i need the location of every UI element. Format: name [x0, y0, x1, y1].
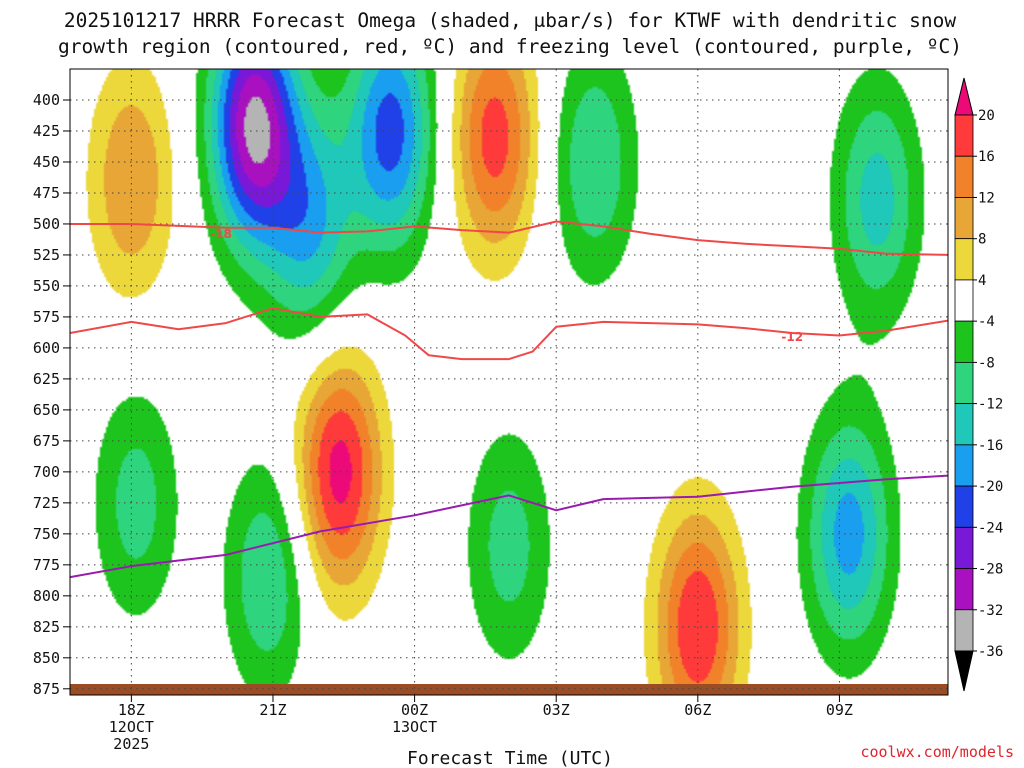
colorbar-band: [954, 609, 974, 652]
colorbar-band: [954, 279, 974, 322]
colorbar-label: -36: [978, 644, 1003, 660]
x-tick-label: 03Z: [543, 701, 570, 719]
colorbar-label: -16: [978, 438, 1003, 454]
y-tick-label: 575: [33, 308, 60, 326]
colorbar-band: [954, 238, 974, 281]
colorbar-band: [954, 155, 974, 198]
colorbar-bottom-arrow: [954, 650, 974, 692]
x-axis-label: Forecast Time (UTC): [407, 748, 613, 768]
colorbar-label: 8: [978, 232, 986, 248]
colorbar-band: [954, 485, 974, 528]
x-tick-label: 06Z: [684, 701, 711, 719]
x-tick-label: 13OCT: [392, 718, 437, 736]
x-tick-label: 00Z: [401, 701, 428, 719]
contour-value-label: -18: [210, 227, 232, 241]
colorbar-label: 12: [978, 190, 995, 206]
y-tick-label: 425: [33, 122, 60, 140]
y-tick-label: 500: [33, 215, 60, 233]
y-tick-label: 825: [33, 618, 60, 636]
colorbar: 20 16 12 8 4 -4 -8 -12 -16 -20 -24 -28 -32 -36: [954, 77, 1003, 692]
y-tick-label: 600: [33, 339, 60, 357]
y-tick-label: 400: [33, 91, 60, 109]
freezing-level-line: [70, 474, 948, 579]
omega-field-raster: [70, 69, 948, 695]
colorbar-band: [954, 361, 974, 405]
dgz-contour-line: [70, 220, 948, 256]
y-tick-label: 525: [33, 246, 60, 264]
y-tick-label: 875: [33, 680, 60, 698]
colorbar-band: [954, 403, 974, 446]
omega-shaded-field: [70, 69, 948, 695]
y-tick-label: 550: [33, 277, 60, 295]
colorbar-label: 20: [978, 108, 995, 124]
y-tick-label: 800: [33, 587, 60, 605]
colorbar-label: -12: [978, 397, 1003, 413]
y-tick-label: 750: [33, 525, 60, 543]
colorbar-label: -32: [978, 603, 1003, 619]
colorbar-band: [954, 320, 974, 363]
y-tick-label: 850: [33, 649, 60, 667]
y-tick-label: 700: [33, 463, 60, 481]
colorbar-band: [954, 568, 974, 611]
x-tick-label: 21Z: [259, 701, 286, 719]
colorbar-label: -4: [978, 314, 995, 330]
plot-area: -18 -12: [69, 68, 949, 696]
y-tick-label: 625: [33, 370, 60, 388]
x-tick-label: 18Z: [118, 701, 145, 719]
chart-title-line-1: 2025101217 HRRR Forecast Omega (shaded, …: [64, 9, 956, 32]
colorbar-label: -20: [978, 479, 1003, 495]
colorbar-band: [954, 197, 974, 240]
y-tick-label: 725: [33, 494, 60, 512]
x-tick-label: 09Z: [826, 701, 853, 719]
colorbar-label: -8: [978, 355, 995, 371]
source-credit: coolwx.com/models: [860, 743, 1014, 761]
contour-lines: [70, 220, 948, 579]
y-tick-label: 675: [33, 432, 60, 450]
colorbar-label: -24: [978, 520, 1003, 536]
dotted-gridlines: [70, 69, 948, 695]
x-tick-label: 12OCT: [109, 718, 154, 736]
colorbar-band: [954, 444, 974, 487]
colorbar-label: 4: [978, 273, 986, 289]
contour-value-labels: -18 -12: [210, 227, 803, 344]
colorbar-band: [954, 526, 974, 569]
colorbar-label: -28: [978, 562, 1003, 578]
y-tick-label: 650: [33, 401, 60, 419]
contour-value-label: -12: [781, 330, 803, 344]
colorbar-label: 16: [978, 149, 995, 165]
colorbar-top-arrow: [954, 77, 974, 116]
chart-title-line-2: growth region (contoured, red, ºC) and f…: [58, 35, 962, 58]
y-tick-label: 775: [33, 556, 60, 574]
colorbar-band: [954, 114, 974, 157]
ground-surface-strip: [70, 684, 948, 695]
plot-frame: [69, 68, 949, 696]
y-tick-label: 475: [33, 184, 60, 202]
x-tick-label: 2025: [113, 735, 149, 753]
dgz-contour-line: [70, 307, 948, 361]
y-axis: 400 425 450 475 500 525 550 575 600 625 650 675 700 7…: [33, 91, 70, 698]
y-tick-label: 450: [33, 153, 60, 171]
